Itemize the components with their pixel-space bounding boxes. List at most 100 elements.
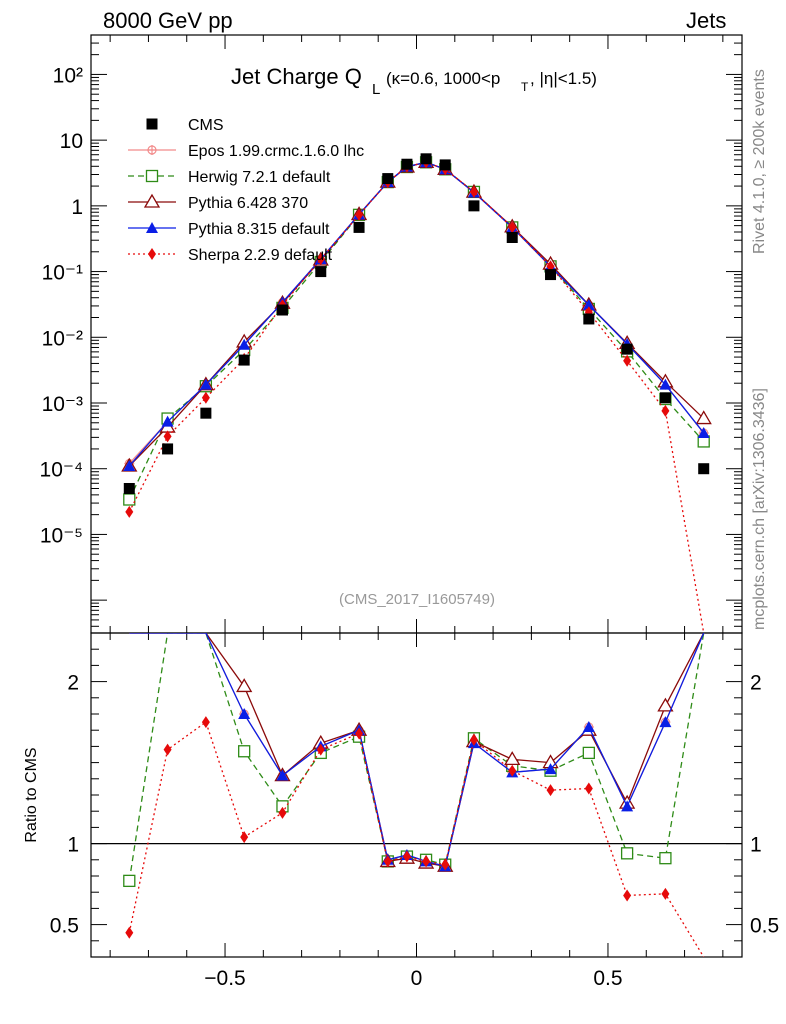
ratio-point-4 (201, 716, 210, 729)
legend-marker-3 (143, 193, 161, 208)
ratio-point-1-shape (238, 745, 251, 758)
data-point (506, 231, 518, 243)
ratio-point-4 (623, 889, 632, 902)
data-point-shape (583, 313, 595, 325)
ratio-point-4-shape (402, 850, 411, 863)
series-point-4 (201, 391, 210, 404)
ratio-y-tick-label-right: 2 (750, 672, 762, 695)
data-point-shape (162, 443, 174, 455)
ratio-y-label: Ratio to CMS (23, 747, 40, 842)
data-point (545, 269, 557, 281)
ratio-point-3 (238, 708, 251, 719)
ratio-point-4-shape (546, 784, 555, 797)
series-line-4 (128, 161, 705, 633)
ratio-y-tick-label: 2 (67, 672, 79, 695)
series-point-4 (623, 354, 632, 367)
ratio-point-1-shape (123, 874, 136, 888)
ratio-point-1 (123, 874, 136, 888)
data-point-shape (315, 266, 327, 278)
ratio-point-4-shape (163, 743, 172, 756)
series-point-4 (163, 430, 172, 443)
ratio-point-2 (504, 751, 521, 766)
data-point-shape (621, 343, 633, 355)
series-point-3-shape (199, 378, 212, 390)
legend-marker-1 (147, 145, 157, 155)
ratio-point-3 (621, 800, 634, 812)
series-point-4 (469, 185, 478, 198)
ratio-point-4 (316, 743, 325, 756)
ratio-point-4 (546, 784, 555, 797)
legend-marker-4 (146, 222, 158, 233)
ratio-point-4 (355, 727, 364, 740)
legend-marker-3-shape (143, 193, 161, 208)
data-point-shape (506, 231, 518, 243)
chart-title-detail-sub: T (521, 80, 529, 94)
data-point-shape (401, 158, 413, 170)
data-point (621, 343, 633, 355)
ratio-point-4-shape (584, 782, 593, 795)
chart-title: Jet Charge Q (231, 64, 362, 89)
series-point-4-shape (125, 505, 134, 518)
data-point (420, 153, 432, 165)
ratio-point-3-shape (659, 716, 672, 728)
chart-title-detail-2: , |η|<1.5) (530, 69, 597, 88)
ratio-point-4-shape (441, 858, 450, 871)
ratio-point-4-shape (508, 764, 517, 777)
ratio-point-1-shape (659, 852, 672, 865)
data-point-shape (659, 392, 671, 404)
ratio-point-3 (544, 763, 557, 775)
ratio-point-4-shape (383, 855, 392, 868)
ratio-y-tick-label: 0.5 (50, 915, 79, 938)
x-tick-label: 0 (411, 967, 423, 990)
legend-marker-0 (146, 118, 158, 130)
ratio-point-4 (441, 858, 450, 871)
y-tick-label: 10 (60, 130, 83, 153)
legend-label-1: Epos 1.99.crmc.1.6.0 lhc (188, 143, 364, 160)
series-point-2-shape (695, 410, 712, 425)
data-point-shape (200, 407, 212, 419)
ratio-point-4-shape (240, 831, 249, 844)
legend-label-4: Pythia 8.315 default (188, 221, 330, 238)
data-point (659, 392, 671, 404)
series-point-3 (123, 459, 136, 471)
ratio-point-3-shape (238, 708, 251, 719)
ratio-point-3-shape (544, 763, 557, 775)
ratio-y-tick-label: 1 (67, 834, 79, 857)
data-point-shape (382, 173, 394, 185)
series-point-3-shape (238, 338, 251, 350)
series-point-3 (199, 378, 212, 390)
y-tick-label: 10² (53, 64, 83, 87)
ratio-point-4-shape (278, 806, 287, 819)
series-point-4-shape (355, 208, 364, 221)
series-point-1-shape (123, 493, 136, 506)
ratio-point-4 (125, 926, 134, 939)
series-point-4 (355, 208, 364, 221)
series-point-4-shape (623, 354, 632, 367)
y-tick-label: 10⁻² (42, 327, 83, 350)
y-tick-label: 1 (71, 196, 83, 219)
ratio-point-4-shape (125, 926, 134, 939)
series-point-4-shape (201, 391, 210, 404)
data-point (698, 463, 710, 475)
ratio-line-0 (129, 633, 705, 868)
ratio-line-2 (129, 633, 705, 868)
analysis-label: (CMS_2017_I1605749) (339, 591, 495, 608)
chart-title-sub: L (372, 81, 380, 98)
legend-label-0: CMS (188, 117, 224, 134)
ratio-point-4 (661, 887, 670, 900)
data-point (583, 313, 595, 325)
header-right: Jets (686, 8, 727, 33)
data-point (382, 173, 394, 185)
ratio-point-4 (278, 806, 287, 819)
ratio-point-4 (240, 831, 249, 844)
data-point-shape (468, 200, 480, 212)
main-plot-area (121, 153, 712, 633)
ratio-point-4 (422, 855, 431, 868)
legend-marker-4-shape (146, 222, 158, 233)
data-point (200, 407, 212, 419)
data-point (123, 482, 135, 494)
ratio-point-4-shape (469, 733, 478, 746)
series-point-4-shape (508, 221, 517, 234)
ratio-point-3 (276, 769, 289, 781)
data-point-shape (353, 221, 365, 233)
